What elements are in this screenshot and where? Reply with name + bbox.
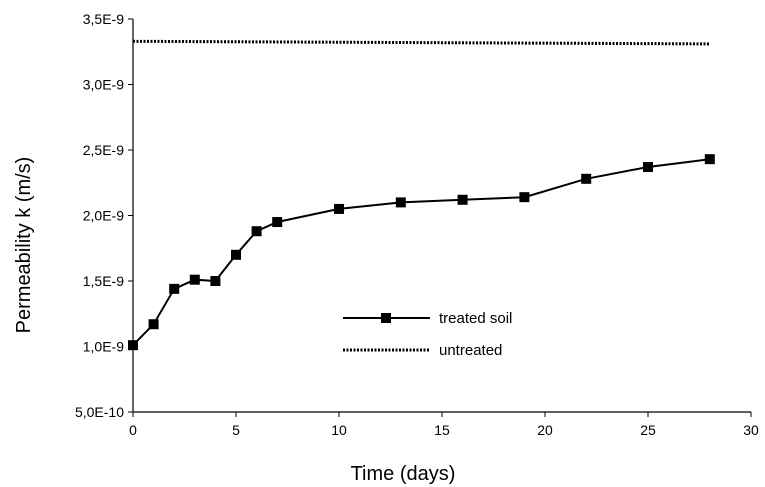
y-axis-title: Permeability k (m/s) xyxy=(13,157,35,334)
legend-untreated-label: untreated xyxy=(439,342,502,359)
treated-soil-data-point xyxy=(148,319,159,330)
treated-soil-data-point xyxy=(231,249,241,260)
treated-soil-data-point xyxy=(457,194,468,205)
treated-soil-data-point xyxy=(210,276,221,286)
legend-treated-soil-label: treated soil xyxy=(439,310,512,327)
y-tick-label: 1,5E-9 xyxy=(83,273,124,289)
x-axis-title: Time (days) xyxy=(351,463,456,485)
treated-soil-data-point xyxy=(128,340,138,351)
x-tick-label: 15 xyxy=(434,422,450,438)
treated-soil-data-point xyxy=(169,283,180,294)
legend-treated-soil-marker xyxy=(381,313,391,323)
treated-soil-data-point xyxy=(704,154,715,165)
treated-soil-data-point xyxy=(395,197,406,208)
treated-soil-data-point xyxy=(581,173,592,184)
treated-soil-data-point xyxy=(519,192,530,203)
treated-soil-data-point xyxy=(334,203,344,214)
x-tick-label: 30 xyxy=(743,422,759,438)
untreated-series-line xyxy=(132,39,710,46)
x-tick-label: 5 xyxy=(232,422,240,438)
treated-soil-data-point xyxy=(643,162,653,173)
treated-soil-data-point xyxy=(272,217,283,228)
series-layer xyxy=(128,39,715,351)
y-tick-label: 3,5E-9 xyxy=(83,11,124,27)
x-tick-label: 10 xyxy=(331,422,347,438)
x-tick-label: 20 xyxy=(537,422,553,438)
treated-soil-data-point xyxy=(189,274,200,285)
treated-soil-data-point xyxy=(251,226,262,237)
y-tick-label: 1,0E-9 xyxy=(83,339,124,355)
y-tick-label: 2,5E-9 xyxy=(83,142,124,158)
legend: treated soil untreated xyxy=(343,310,512,359)
x-tick-label: 0 xyxy=(129,422,137,438)
ticks-layer: 0 5 10 15 20 25 30 5,0E-10 1,0E-9 1,5E-9 2,0E-9 2,5… xyxy=(75,11,759,438)
y-tick-label: 5,0E-10 xyxy=(75,404,124,420)
x-tick-label: 25 xyxy=(640,422,656,438)
y-tick-label: 3,0E-9 xyxy=(83,77,124,93)
y-tick-label: 2,0E-9 xyxy=(83,208,124,224)
